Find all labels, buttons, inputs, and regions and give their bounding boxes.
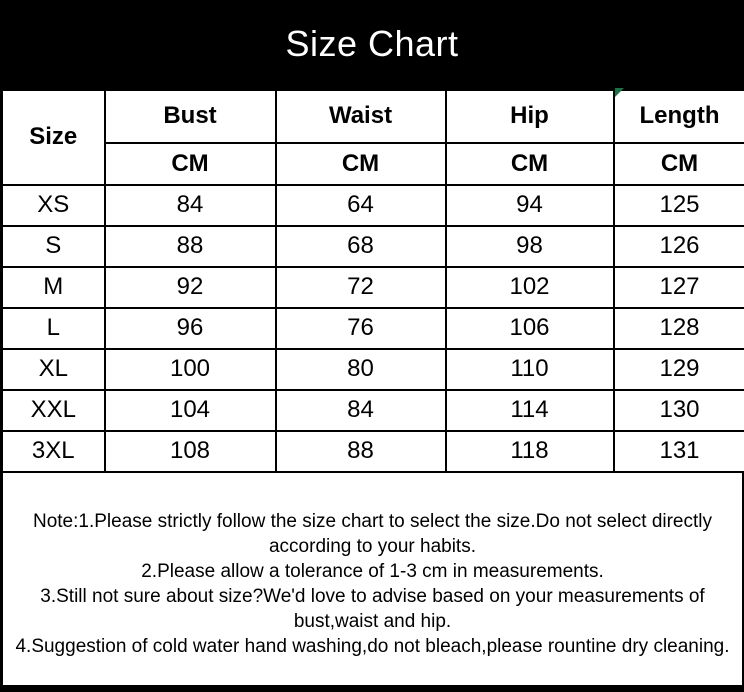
table-row: XS 84 64 94 125 (0, 183, 744, 227)
measurement-cell: 68 (274, 224, 447, 268)
measurement-cell: 110 (444, 347, 615, 391)
measurement-cell: 84 (274, 388, 447, 432)
measurement-cell: 64 (274, 183, 447, 227)
note-line: 2.Please allow a tolerance of 1-3 cm in … (141, 560, 604, 582)
measurement-cell: 108 (103, 429, 277, 473)
size-column-header: Size (0, 88, 106, 186)
table-row: XXL 104 84 114 130 (0, 388, 744, 432)
measurement-cell: 104 (103, 388, 277, 432)
measurement-cell: 92 (103, 265, 277, 309)
size-table-body: XS 84 64 94 125 S 88 68 98 126 M 92 72 102 127 L 96 76 106… (0, 183, 744, 473)
measurement-cell: 84 (103, 183, 277, 227)
measurement-cell: 72 (274, 265, 447, 309)
note-line: 4.Suggestion of cold water hand washing,… (15, 635, 730, 657)
size-label-cell: XXL (0, 388, 106, 432)
measurement-cell: 118 (444, 429, 615, 473)
size-label-cell: S (0, 224, 106, 268)
size-label-cell: XL (0, 347, 106, 391)
size-table: Size Bust Waist Hip Length CM CM CM CM X… (0, 88, 744, 473)
size-label-cell: 3XL (0, 429, 106, 473)
table-row: S 88 68 98 126 (0, 224, 744, 268)
table-row: XL 100 80 110 129 (0, 347, 744, 391)
measure-header-row: Size Bust Waist Hip Length (0, 88, 744, 186)
measurement-cell: 106 (444, 306, 615, 350)
measurement-cell: 129 (612, 347, 744, 391)
note-line: according to your habits. (268, 535, 476, 557)
measurement-cell: 128 (612, 306, 744, 350)
cell-corner-flag-icon (615, 88, 624, 97)
measurement-cell: 88 (103, 224, 277, 268)
column-header-waist: Waist (274, 88, 447, 144)
size-label-cell: L (0, 306, 106, 350)
table-row: M 92 72 102 127 (0, 265, 744, 309)
size-label-cell: M (0, 265, 106, 309)
note-line: 3.Still not sure about size?We'd love to… (40, 585, 705, 607)
unit-header-row: CM CM CM CM (2, 141, 744, 186)
unit-header-hip: CM (444, 141, 615, 186)
measurement-cell: 94 (444, 183, 615, 227)
measurement-cell: 80 (274, 347, 447, 391)
note-line: Note:1.Please strictly follow the size c… (32, 510, 713, 532)
notes-section: Note:1.Please strictly follow the size c… (0, 470, 744, 692)
column-header-hip: Hip (444, 88, 615, 144)
banner: Size Chart (0, 0, 744, 88)
column-header-bust: Bust (103, 88, 277, 144)
measurement-cell: 88 (274, 429, 447, 473)
measurement-cell: 114 (444, 388, 615, 432)
measurement-cell: 130 (612, 388, 744, 432)
table-row: 3XL 108 88 118 131 (0, 429, 744, 473)
unit-header-waist: CM (274, 141, 447, 186)
measurement-cell: 131 (612, 429, 744, 473)
measurement-cell: 100 (103, 347, 277, 391)
measurement-cell: 126 (612, 224, 744, 268)
measurement-cell: 125 (612, 183, 744, 227)
measurement-cell: 102 (444, 265, 615, 309)
unit-header-length: CM (612, 141, 744, 186)
measurement-cell: 127 (612, 265, 744, 309)
table-row: L 96 76 106 128 (0, 306, 744, 350)
measurement-cell: 98 (444, 224, 615, 268)
measurement-cell: 76 (274, 306, 447, 350)
note-line: bust,waist and hip. (293, 610, 452, 632)
measurement-cell: 96 (103, 306, 277, 350)
column-header-length: Length (612, 88, 744, 144)
page-title: Size Chart (285, 23, 459, 64)
size-label-cell: XS (0, 183, 106, 227)
unit-header-bust: CM (103, 141, 277, 186)
